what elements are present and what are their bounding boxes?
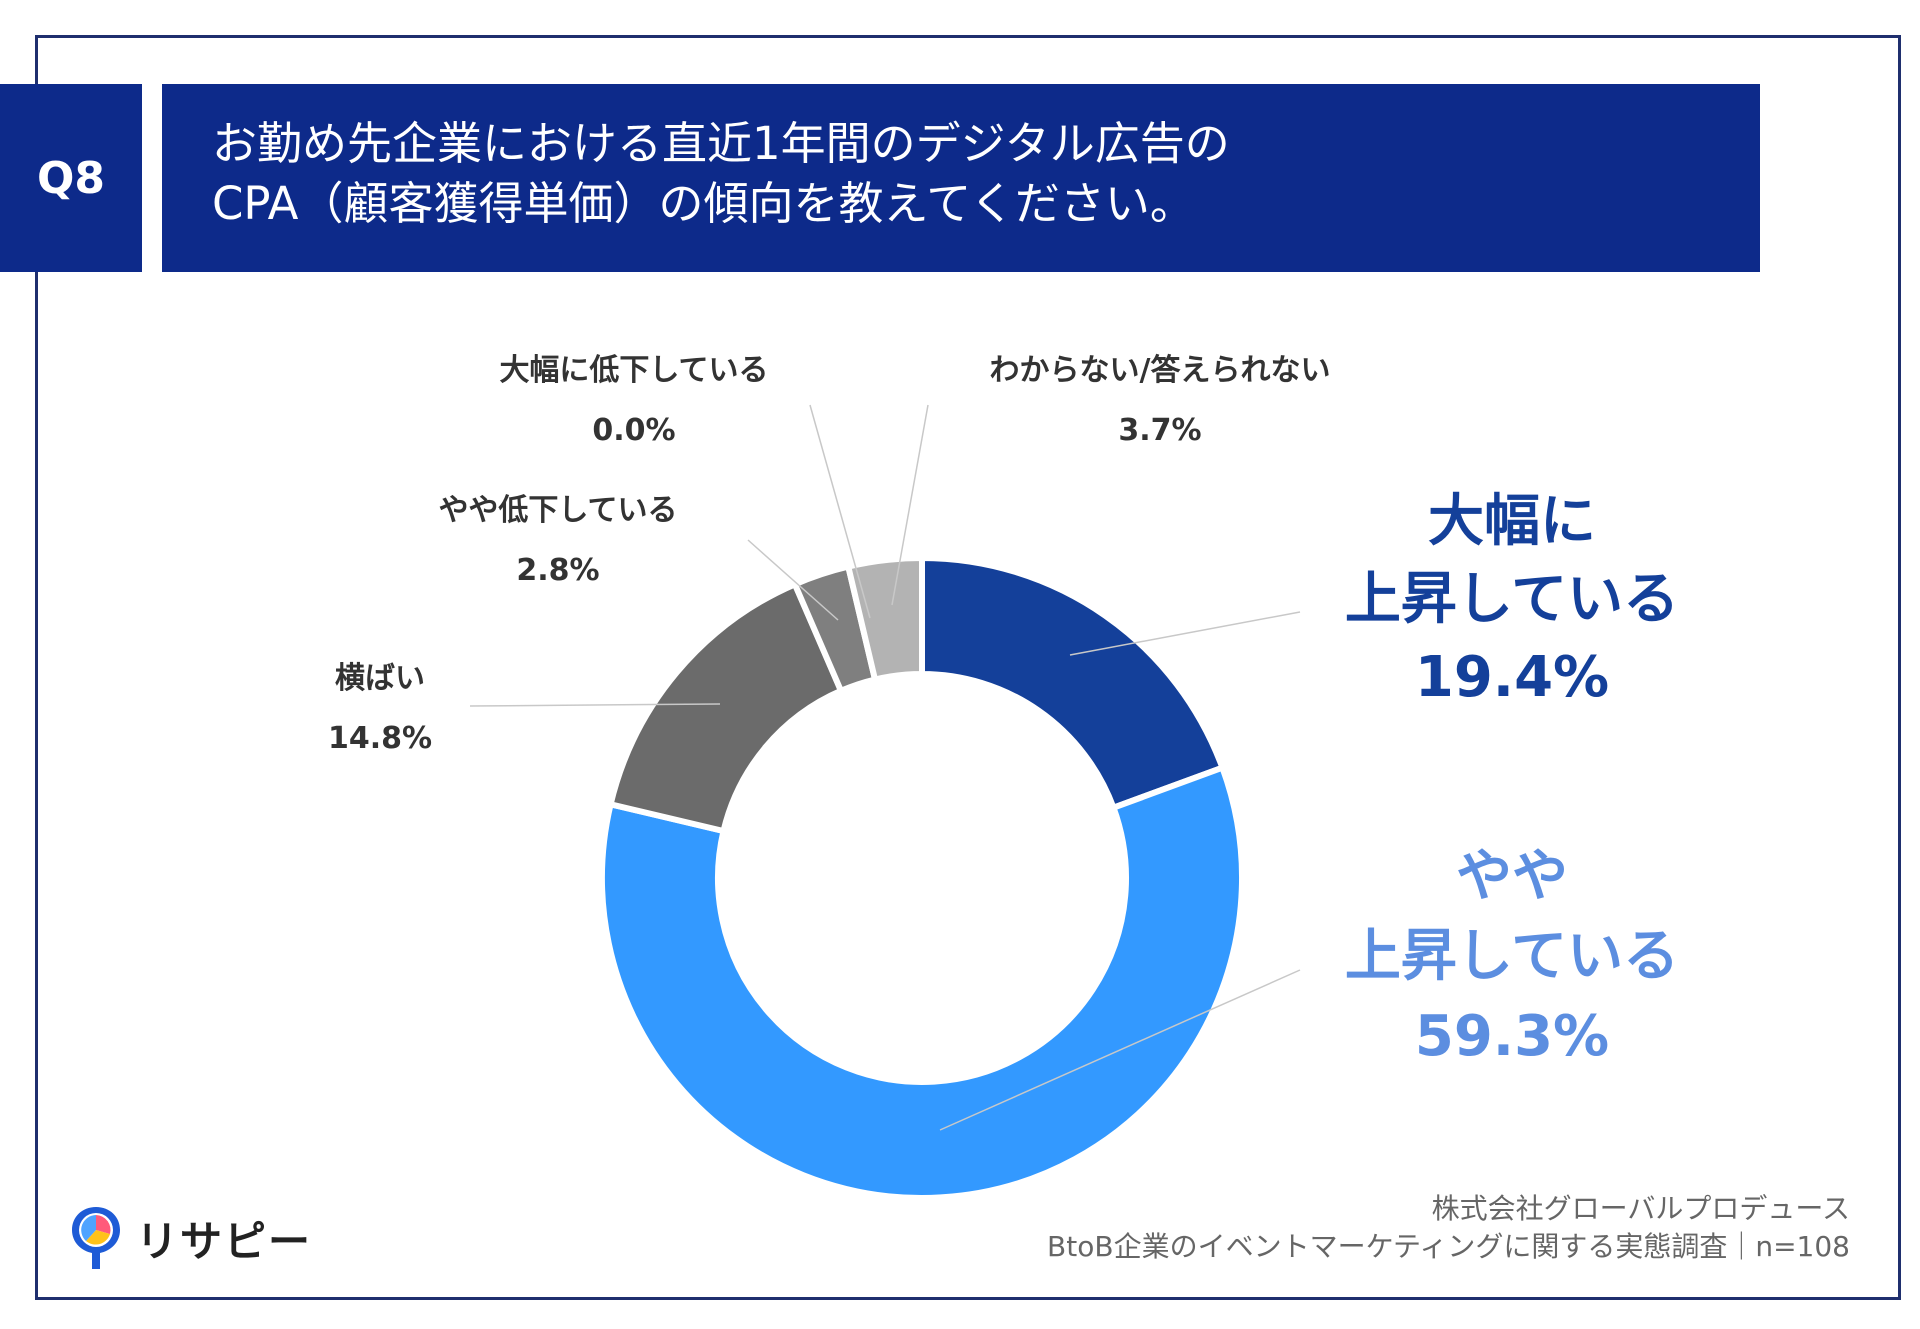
data-label-category-1: やや	[1456, 844, 1568, 909]
data-label-value-3: 2.8%	[516, 553, 599, 588]
data-label-category-0: 大幅に	[1428, 489, 1596, 554]
data-label-value-1: 59.3%	[1415, 1004, 1609, 1069]
chart-frame	[35, 35, 1901, 1300]
donut-slice-1	[598, 763, 1245, 1201]
logo-text: リサピー	[136, 1216, 313, 1266]
leader-line-3	[747, 539, 839, 621]
source-note: 株式会社グローバルプロデュース BtoB企業のイベントマーケティングに関する実態…	[1047, 1190, 1850, 1266]
data-label-category-0: 上昇している	[1345, 567, 1679, 632]
data-label-value-5: 3.7%	[1118, 413, 1201, 448]
data-label-value-2: 14.8%	[328, 721, 432, 756]
source-survey: BtoB企業のイベントマーケティングに関する実態調査｜n=108	[1047, 1230, 1850, 1263]
donut-slice-0	[919, 554, 1227, 812]
pin-logo-icon	[72, 1207, 120, 1269]
donut-slice-2	[606, 580, 845, 835]
data-label-category-5: わからない/答えられない	[990, 353, 1331, 388]
data-label-category-2: 横ばい	[335, 661, 425, 696]
data-label-value-4: 0.0%	[592, 413, 675, 448]
leader-line-5	[891, 404, 929, 606]
source-company: 株式会社グローバルプロデュース	[1431, 1192, 1850, 1225]
leader-line-1	[939, 969, 1301, 1131]
brand-logo: リサピー	[68, 1203, 312, 1273]
leader-line-2	[469, 703, 721, 707]
donut-slice-5	[844, 554, 925, 684]
question-title-line-1: お勤め先企業における直近1年間のデジタル広告の	[212, 117, 1230, 170]
question-title-line-2: CPA（顧客獲得単価）の傾向を教えてください。	[212, 177, 1195, 230]
data-label-value-0: 19.4%	[1415, 645, 1609, 710]
data-label-category-1: 上昇している	[1345, 924, 1679, 989]
question-title: お勤め先企業における直近1年間のデジタル広告の CPA（顧客獲得単価）の傾向を教…	[162, 84, 1760, 272]
data-label-category-4: 大幅に低下している	[499, 353, 768, 388]
question-badge: Q8	[0, 84, 142, 272]
leader-line-4	[809, 404, 871, 619]
leader-line-0	[1069, 611, 1301, 656]
data-label-category-3: やや低下している	[438, 493, 677, 528]
